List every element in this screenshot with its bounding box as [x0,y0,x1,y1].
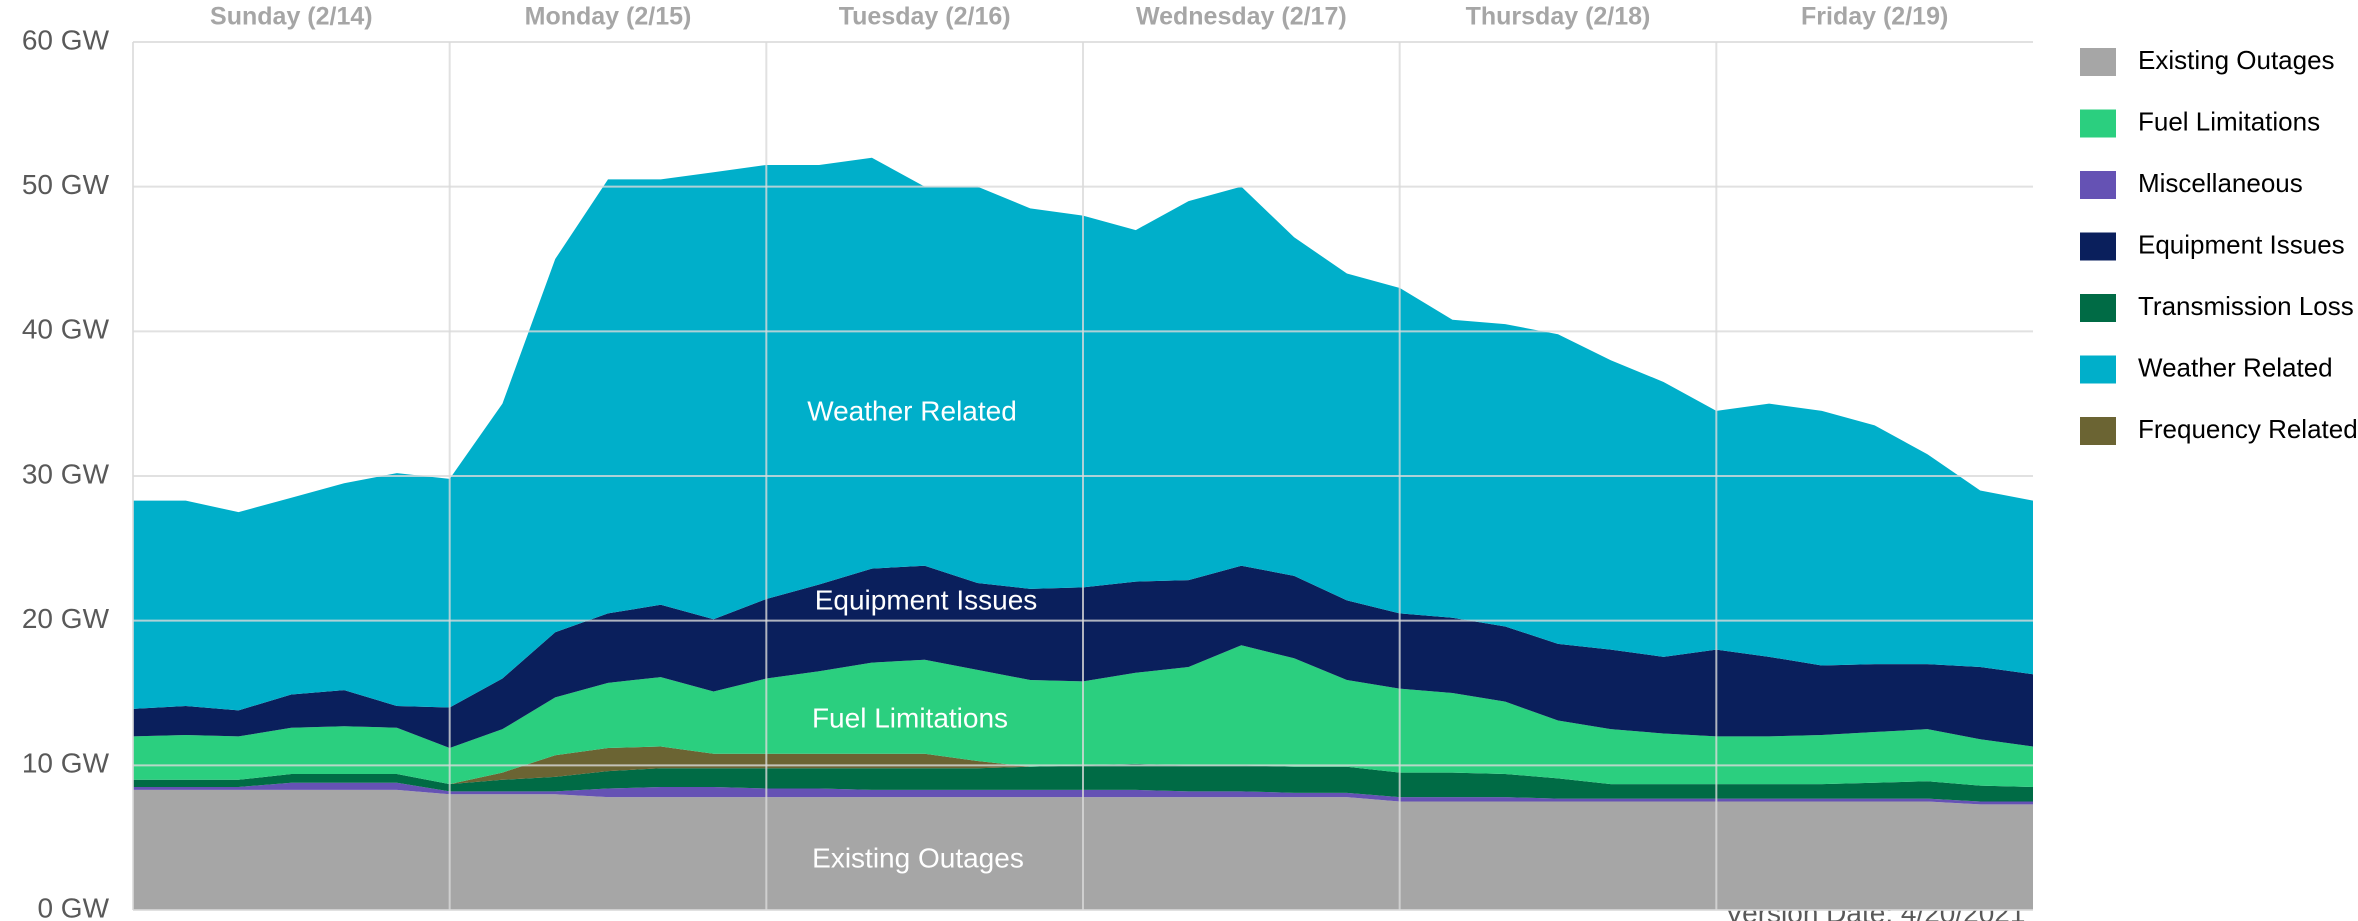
legend-label: Weather Related [2138,352,2333,382]
legend-swatch [2080,417,2116,445]
area [133,746,2033,788]
annotation: Existing Outages [812,842,1024,873]
y-tick-label: 0 GW [37,892,109,921]
y-tick-label: 50 GW [22,169,110,200]
x-tick-label: Tuesday (2/16) [839,3,1011,31]
y-tick-label: 20 GW [22,603,110,634]
legend-swatch [2080,355,2116,384]
legend-label: Equipment Issues [2138,229,2345,259]
x-tick-label: Wednesday (2/17) [1136,3,1347,31]
legend-swatch [2080,109,2116,138]
legend-swatch [2080,48,2116,76]
legend-label: Transmission Loss [2138,291,2354,321]
annotation: Fuel Limitations [812,702,1008,733]
legend-swatch [2080,294,2116,322]
legend-swatch [2080,232,2116,261]
legend-label: Miscellaneous [2138,168,2303,198]
legend-swatch [2080,171,2116,199]
y-tick-label: 30 GW [22,458,110,489]
legend-label: Frequency Related [2138,414,2358,444]
x-tick-label: Sunday (2/14) [210,3,373,31]
legend-label: Existing Outages [2138,45,2335,75]
annotation: Weather Related [807,395,1017,426]
annotation: Equipment Issues [815,584,1038,615]
y-tick-label: 10 GW [22,748,110,779]
y-tick-label: 40 GW [22,314,110,345]
x-tick-label: Friday (2/19) [1801,3,1948,31]
y-tick-label: 60 GW [22,24,110,55]
legend-label: Fuel Limitations [2138,106,2320,136]
x-tick-label: Thursday (2/18) [1466,3,1651,31]
x-tick-label: Monday (2/15) [525,3,692,31]
